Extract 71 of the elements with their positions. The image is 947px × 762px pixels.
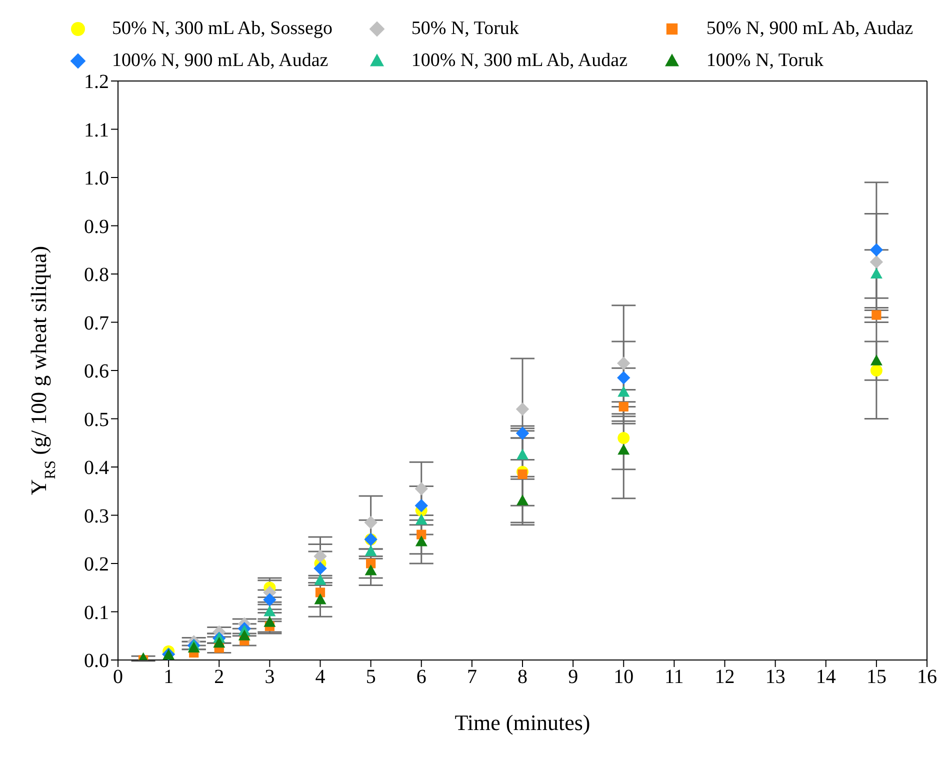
point — [516, 494, 528, 506]
x-tick-label: 6 — [416, 666, 426, 688]
point — [870, 243, 884, 256]
y-tick-label: 1.2 — [84, 71, 109, 94]
x-tick-label: 10 — [614, 666, 634, 688]
point — [264, 605, 276, 616]
point — [414, 499, 428, 512]
x-tick-label: 11 — [664, 666, 684, 688]
point — [870, 255, 884, 269]
x-tick-label: 3 — [264, 666, 275, 688]
x-tick-label: 5 — [366, 666, 376, 688]
x-axis-title: Time (minutes) — [454, 710, 590, 735]
y-tick-label: 0.2 — [84, 554, 109, 576]
point — [314, 574, 326, 585]
point — [516, 448, 528, 460]
point — [618, 432, 630, 444]
legend-label: 100% N, 300 mL Ab, Audaz — [411, 50, 628, 72]
y-tick-label: 0.4 — [84, 457, 109, 480]
legend-label: 50% N, Toruk — [411, 18, 519, 40]
point — [516, 426, 530, 440]
point — [314, 593, 326, 604]
y-tick-label: 0.7 — [84, 312, 109, 334]
point — [415, 535, 428, 546]
x-tick-label: 9 — [568, 666, 578, 688]
point — [870, 364, 882, 376]
point — [364, 545, 377, 556]
point — [364, 564, 377, 576]
point — [264, 616, 276, 627]
point — [238, 630, 250, 640]
point — [618, 386, 630, 397]
x-tick-label: 16 — [917, 666, 937, 688]
y-tick-label: 0.6 — [84, 360, 109, 383]
point — [516, 402, 530, 416]
point — [617, 356, 630, 370]
point — [618, 402, 628, 412]
x-tick-label: 0 — [113, 666, 123, 688]
point — [415, 514, 428, 525]
point — [364, 516, 378, 530]
point — [617, 371, 630, 384]
legend-label: 50% N, 300 mL Ab, Sossego — [112, 18, 332, 40]
x-tick-label: 2 — [214, 666, 224, 688]
point — [263, 593, 276, 606]
x-tick-label: 14 — [816, 666, 836, 688]
y-tick-label: 0.0 — [84, 650, 109, 672]
legend-label: 50% N, 900 mL Ab, Audaz — [706, 18, 914, 40]
point — [314, 550, 327, 563]
x-tick-label: 8 — [518, 666, 528, 688]
y-tick-label: 1.1 — [84, 119, 109, 142]
y-tick-label: 1.0 — [84, 168, 109, 190]
x-tick-label: 1 — [164, 666, 174, 688]
y-tick-label: 0.8 — [84, 264, 109, 286]
legend-label: 100% N, Toruk — [706, 50, 824, 72]
y-tick-label: 0.3 — [84, 505, 109, 528]
point — [618, 444, 630, 455]
point — [414, 482, 428, 496]
point — [518, 469, 528, 480]
point — [872, 310, 882, 320]
y-tick-label: 0.1 — [84, 602, 109, 624]
x-tick-label: 4 — [315, 666, 326, 688]
point — [870, 354, 882, 366]
point — [314, 562, 327, 575]
y-tick-label: 0.5 — [84, 408, 109, 431]
point — [188, 642, 200, 652]
point — [870, 268, 882, 278]
x-tick-label: 15 — [866, 666, 886, 688]
x-tick-label: 12 — [714, 666, 735, 688]
legend-label: 100% N, 900 mL Ab, Audaz — [112, 50, 328, 72]
point — [213, 636, 226, 648]
x-tick-label: 13 — [765, 666, 786, 688]
y-tick-label: 0.9 — [84, 216, 109, 238]
x-tick-label: 7 — [466, 666, 477, 688]
